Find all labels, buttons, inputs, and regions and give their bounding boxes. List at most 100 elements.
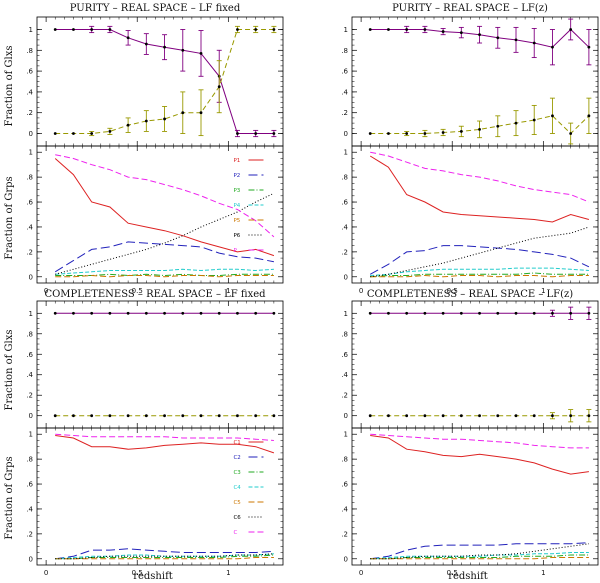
data-point [459,311,463,315]
data-point [72,28,75,31]
data-point [387,311,390,315]
y-tick-label: .4 [341,88,348,96]
y-tick-label: .4 [26,223,33,231]
data-point [126,123,130,127]
series-line-C6 [55,553,274,560]
x-tick-label: 1 [226,569,230,577]
data-point [387,414,390,418]
y-tick-label: .2 [26,530,33,538]
lower-panel: 0 .2 .4 .6 .8 1 0 0.5 1 C1 C2 C3 C4 C5 C6 C [26,427,284,577]
x-tick-label: 0 [359,569,363,577]
data-point [569,28,573,31]
series-line-C1 [370,435,589,475]
data-point [551,414,554,418]
data-point [272,414,276,418]
data-point [199,414,203,418]
y-tick-label: 0 [344,273,348,281]
y-tick-label: 1 [344,26,348,34]
y-tick-label: 1 [29,26,33,34]
data-point [72,311,75,315]
data-point [496,311,500,315]
data-point [90,132,94,135]
chart-title: COMPLETENESS – REAL SPACE – LF(z) [367,289,573,300]
x-tick-label: 0.5 [447,569,458,577]
y-tick-label: 0 [344,130,348,138]
legend-label: P2 [233,173,240,179]
data-point [254,132,258,135]
data-point [108,28,112,31]
y-axis-label: Fraction of Glxs [4,46,15,127]
legend-label: C5 [233,500,241,506]
data-point [126,311,130,315]
series-line-C4 [370,552,589,560]
legend-label: P4 [233,203,240,209]
data-point [496,414,500,418]
data-point [514,311,518,315]
data-point [532,414,536,418]
y-tick-label: 1 [29,149,33,157]
panel-purity-lfz: PURITY – REAL SPACE – LF(z) 0 .2 .4 .6 .8 1 0.… [341,3,599,295]
data-point [405,28,409,31]
legend-label: C6 [233,515,241,521]
data-point [181,414,185,418]
series-line-C6 [370,543,589,560]
data-point [108,130,112,133]
y-tick-label: .6 [341,199,348,207]
y-axis-label: Fraction of Grps [4,176,15,259]
data-point [53,414,57,418]
data-point [551,114,554,118]
data-point [514,121,518,125]
y-tick-label: .8 [26,174,33,182]
x-tick-label: 1 [541,569,545,577]
data-point [236,132,239,135]
data-point [532,41,536,45]
series-line-C5 [55,557,274,560]
y-tick-label: 1 [29,310,33,318]
y-tick-label: 0 [29,273,33,281]
data-point [368,28,372,31]
data-point [551,45,554,49]
data-point [90,311,94,315]
series-line-C [55,433,274,441]
data-point [144,119,148,123]
y-tick-label: .4 [341,505,348,513]
y-tick-label: .2 [26,109,33,117]
data-point [144,311,148,315]
series-line-P1 [369,155,590,223]
data-point [199,111,203,115]
data-point [569,132,573,135]
legend-label: P5 [233,218,240,224]
data-point [423,414,427,418]
series-line-P4 [370,267,589,276]
y-tick-label: 1 [344,310,348,318]
legend-label: P6 [233,233,240,239]
y-tick-label: .6 [341,68,348,76]
y-tick-label: 0 [29,130,33,138]
series-line-P [55,154,275,238]
legend-label: P1 [233,158,240,164]
data-point [163,45,166,49]
series-line-C2 [55,548,274,560]
y-axis-label: Fraction of Grps [4,456,15,539]
y-tick-label: .4 [26,505,33,513]
data-point [272,132,276,135]
data-point [236,311,239,315]
data-point [532,118,536,122]
data-point [90,414,94,418]
data-point [478,33,481,37]
data-point [72,414,75,418]
y-axis-label: Fraction of Glxs [4,330,15,411]
series-line-P2 [369,245,590,275]
data-point [387,28,390,31]
x-tick-label: 0 [359,287,363,295]
data-point [163,117,166,121]
legend-label: P3 [233,188,240,194]
x-axis-label: redshift [133,571,173,582]
data-point [126,36,130,40]
data-point [217,311,221,315]
plot-frame [351,300,599,429]
data-point [90,28,94,31]
data-point [532,311,536,315]
data-point [387,132,390,135]
